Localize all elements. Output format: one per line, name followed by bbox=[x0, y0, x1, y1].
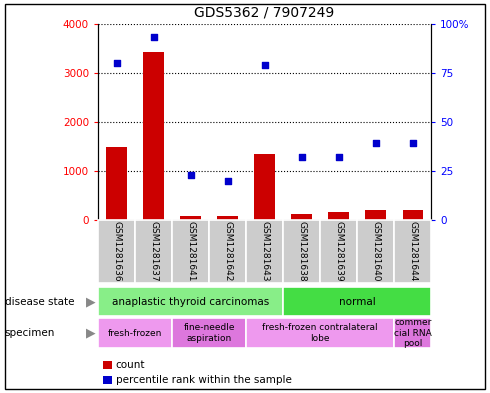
Text: count: count bbox=[116, 360, 145, 371]
Bar bbox=[98, 287, 283, 316]
Text: anaplastic thyroid carcinomas: anaplastic thyroid carcinomas bbox=[112, 297, 269, 307]
Text: GSM1281643: GSM1281643 bbox=[260, 221, 269, 282]
Point bbox=[298, 154, 306, 160]
Text: percentile rank within the sample: percentile rank within the sample bbox=[116, 375, 292, 386]
Text: GSM1281639: GSM1281639 bbox=[334, 221, 343, 282]
Text: GSM1281638: GSM1281638 bbox=[297, 221, 306, 282]
Point bbox=[113, 60, 121, 66]
Bar bbox=[172, 220, 209, 283]
Text: GSM1281637: GSM1281637 bbox=[149, 221, 158, 282]
Text: ▶: ▶ bbox=[86, 295, 96, 308]
Point bbox=[335, 154, 343, 160]
Bar bbox=[394, 220, 431, 283]
Point bbox=[149, 34, 157, 40]
Bar bbox=[254, 154, 275, 220]
Bar bbox=[209, 220, 246, 283]
Bar bbox=[180, 216, 201, 220]
Point bbox=[187, 172, 195, 178]
Bar bbox=[246, 318, 394, 348]
Text: GSM1281642: GSM1281642 bbox=[223, 221, 232, 282]
Text: specimen: specimen bbox=[5, 328, 55, 338]
Point bbox=[223, 178, 231, 184]
Bar bbox=[144, 52, 164, 220]
Bar bbox=[283, 287, 431, 316]
Bar bbox=[98, 220, 135, 283]
Text: GSM1281640: GSM1281640 bbox=[371, 221, 380, 282]
Text: GSM1281644: GSM1281644 bbox=[408, 221, 417, 282]
Bar bbox=[135, 220, 172, 283]
Text: GSM1281641: GSM1281641 bbox=[186, 221, 195, 282]
Point bbox=[261, 62, 269, 68]
Text: fresh-frozen contralateral
lobe: fresh-frozen contralateral lobe bbox=[262, 323, 378, 343]
Bar bbox=[292, 215, 312, 220]
Bar bbox=[402, 210, 423, 220]
Text: commer
cial RNA
pool: commer cial RNA pool bbox=[394, 318, 432, 348]
Text: fresh-frozen: fresh-frozen bbox=[108, 329, 162, 338]
Title: GDS5362 / 7907249: GDS5362 / 7907249 bbox=[195, 6, 335, 20]
Text: disease state: disease state bbox=[5, 297, 74, 307]
Text: ▶: ▶ bbox=[86, 327, 96, 340]
Bar bbox=[366, 210, 386, 220]
Bar bbox=[328, 213, 349, 220]
Text: fine-needle
aspiration: fine-needle aspiration bbox=[183, 323, 235, 343]
Text: GSM1281636: GSM1281636 bbox=[112, 221, 121, 282]
Bar bbox=[283, 220, 320, 283]
Bar bbox=[320, 220, 357, 283]
Bar bbox=[172, 318, 246, 348]
Bar bbox=[357, 220, 394, 283]
Point bbox=[372, 140, 380, 147]
Bar bbox=[246, 220, 283, 283]
Point bbox=[409, 140, 416, 147]
Bar bbox=[106, 147, 127, 220]
Bar bbox=[394, 318, 431, 348]
Bar bbox=[218, 216, 238, 220]
Text: normal: normal bbox=[339, 297, 375, 307]
Bar bbox=[98, 318, 172, 348]
